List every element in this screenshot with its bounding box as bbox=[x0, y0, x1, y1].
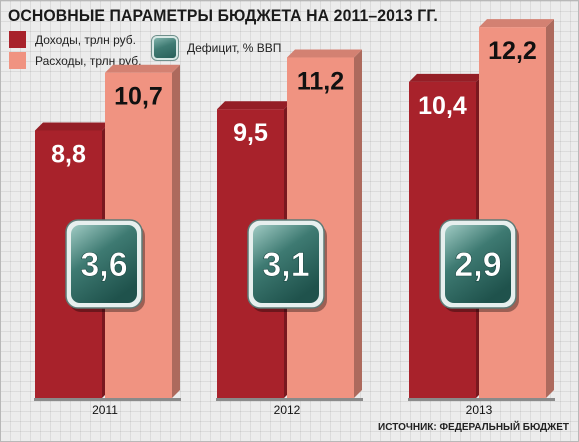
bar-value-label-expense-2012: 11,2 bbox=[297, 68, 344, 96]
deficit-badge-2013 bbox=[445, 225, 511, 303]
bar-value-label-income-2012: 9,5 bbox=[233, 119, 268, 147]
bar-value-label-expense-2013: 12,2 bbox=[488, 37, 537, 65]
legend-label-income: Доходы, трлн руб. bbox=[35, 32, 136, 47]
bar-top-expense-2011 bbox=[105, 64, 180, 73]
deficit-value-label-2011: 3,6 bbox=[80, 246, 127, 284]
deficit-value-label-2012: 3,1 bbox=[262, 246, 309, 284]
legend-label-expense: Расходы, трлн руб. bbox=[35, 53, 142, 68]
deficit-badge-2011 bbox=[71, 225, 137, 303]
legend-item-expense: Расходы, трлн руб. bbox=[9, 52, 141, 69]
x-tick-label-2011: 2011 bbox=[92, 403, 118, 417]
legend-item-income: Доходы, трлн руб. bbox=[9, 31, 136, 48]
bar-value-label-expense-2011: 10,7 bbox=[114, 83, 163, 111]
baseline-2011 bbox=[34, 398, 181, 401]
deficit-badge-2012 bbox=[253, 225, 319, 303]
legend-swatch-deficit bbox=[152, 36, 178, 60]
bar-top-income-2011 bbox=[35, 122, 110, 131]
x-tick-label-2012: 2012 bbox=[274, 403, 301, 417]
x-tick-label-2013: 2013 bbox=[466, 403, 493, 417]
bar-top-expense-2013 bbox=[479, 19, 554, 28]
baseline-2012 bbox=[216, 398, 363, 401]
legend-item-deficit: Дефицит, % ВВП bbox=[152, 36, 281, 60]
bar-top-income-2013 bbox=[409, 73, 484, 82]
bar-top-expense-2012 bbox=[287, 49, 362, 58]
chart-title: ОСНОВНЫЕ ПАРАМЕТРЫ БЮДЖЕТА НА 2011–2013 … bbox=[8, 6, 438, 25]
legend-swatch-expense bbox=[9, 52, 26, 69]
bar-side-expense-2012 bbox=[354, 49, 362, 399]
deficit-value-label-2013: 2,9 bbox=[454, 246, 501, 284]
source-note: ИСТОЧНИК: ФЕДЕРАЛЬНЫЙ БЮДЖЕТ bbox=[378, 422, 569, 433]
bar-side-expense-2013 bbox=[546, 19, 554, 399]
bar-expense-2013 bbox=[479, 27, 546, 399]
baseline-2013 bbox=[408, 398, 555, 401]
legend-swatch-income bbox=[9, 31, 26, 48]
bar-value-label-income-2011: 8,8 bbox=[51, 140, 86, 168]
bar-side-expense-2011 bbox=[172, 64, 180, 398]
bar-value-label-income-2013: 10,4 bbox=[418, 92, 467, 120]
legend-label-deficit: Дефицит, % ВВП bbox=[187, 41, 282, 55]
bar-top-income-2012 bbox=[217, 101, 292, 110]
